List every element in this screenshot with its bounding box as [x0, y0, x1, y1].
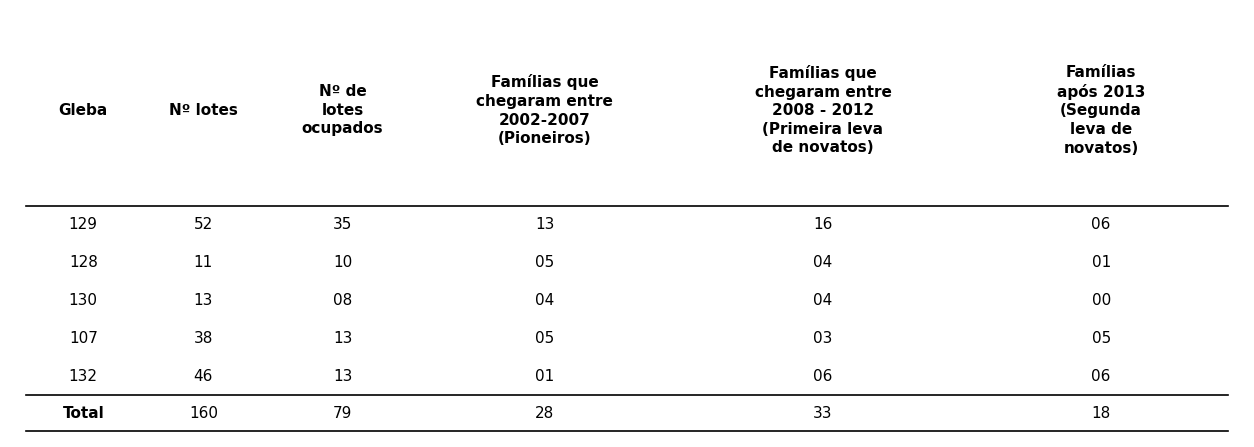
- Text: 05: 05: [535, 331, 554, 346]
- Text: Total: Total: [63, 405, 104, 421]
- Text: 04: 04: [814, 293, 833, 308]
- Text: 128: 128: [69, 255, 98, 270]
- Text: 06: 06: [1091, 369, 1111, 384]
- Text: Nº lotes: Nº lotes: [169, 103, 238, 118]
- Text: 13: 13: [332, 369, 352, 384]
- Text: 33: 33: [814, 405, 833, 421]
- Text: 05: 05: [535, 255, 554, 270]
- Text: 35: 35: [332, 217, 352, 232]
- Text: 10: 10: [332, 255, 352, 270]
- Text: 04: 04: [535, 293, 554, 308]
- Text: 05: 05: [1091, 331, 1111, 346]
- Text: 06: 06: [814, 369, 833, 384]
- Text: 38: 38: [193, 331, 213, 346]
- Text: 04: 04: [814, 255, 833, 270]
- Text: 06: 06: [1091, 217, 1111, 232]
- Text: 13: 13: [332, 331, 352, 346]
- Text: 28: 28: [535, 405, 554, 421]
- Text: 52: 52: [194, 217, 213, 232]
- Text: 79: 79: [332, 405, 352, 421]
- Text: Nº de
lotes
ocupados: Nº de lotes ocupados: [302, 84, 384, 136]
- Text: Famílias que
chegaram entre
2002-2007
(Pioneiros): Famílias que chegaram entre 2002-2007 (P…: [477, 74, 613, 146]
- Text: 160: 160: [189, 405, 218, 421]
- Text: 107: 107: [69, 331, 98, 346]
- Text: 132: 132: [69, 369, 98, 384]
- Text: 16: 16: [814, 217, 833, 232]
- Text: Famílias
após 2013
(Segunda
leva de
novatos): Famílias após 2013 (Segunda leva de nova…: [1057, 65, 1145, 156]
- Text: 01: 01: [535, 369, 554, 384]
- Text: Famílias que
chegaram entre
2008 - 2012
(Primeira leva
de novatos): Famílias que chegaram entre 2008 - 2012 …: [755, 65, 892, 156]
- Text: 129: 129: [69, 217, 98, 232]
- Text: 46: 46: [193, 369, 213, 384]
- Text: 13: 13: [193, 293, 213, 308]
- Text: 08: 08: [332, 293, 352, 308]
- Text: 01: 01: [1091, 255, 1111, 270]
- Text: 18: 18: [1091, 405, 1111, 421]
- Text: 00: 00: [1091, 293, 1111, 308]
- Text: 03: 03: [814, 331, 833, 346]
- Text: 130: 130: [69, 293, 98, 308]
- Text: Gleba: Gleba: [59, 103, 108, 118]
- Text: 11: 11: [194, 255, 213, 270]
- Text: 13: 13: [535, 217, 554, 232]
